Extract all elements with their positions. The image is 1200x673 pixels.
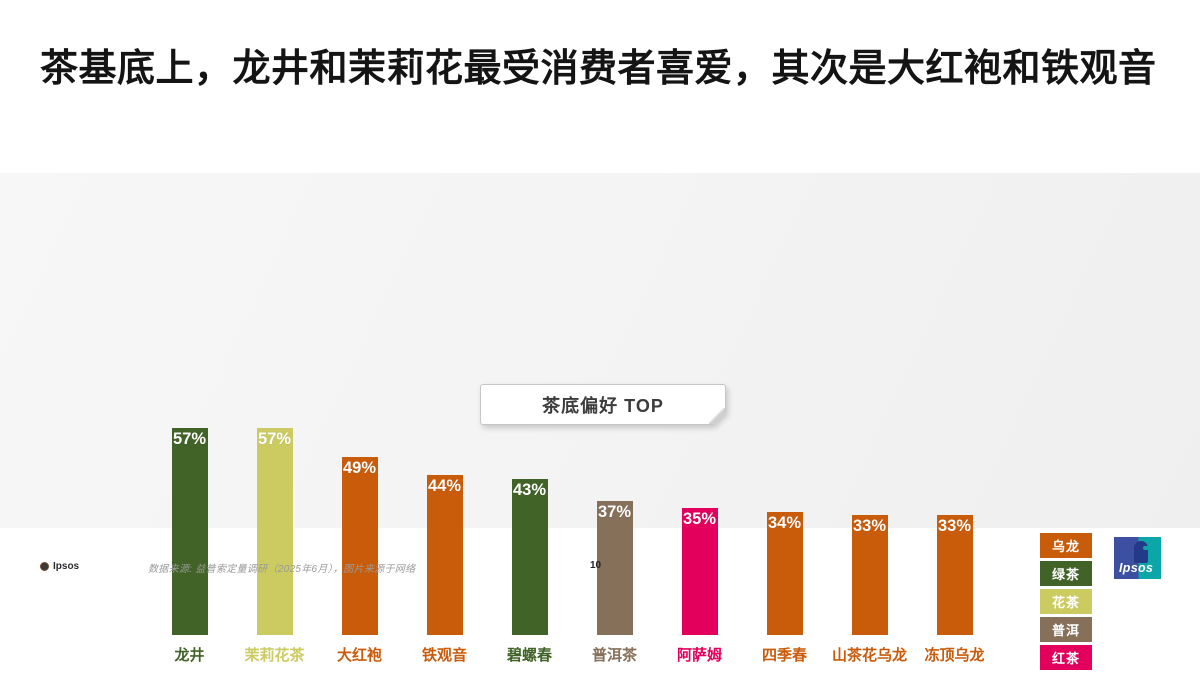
bar-value-label: 57% xyxy=(172,430,207,448)
legend-item-4: 普洱 xyxy=(1040,617,1092,642)
bar: 35% xyxy=(681,508,718,635)
bar-value-label: 43% xyxy=(512,481,547,499)
bar-chart: 57% 龙井 57% 茉莉花茶 49% 大红袍 44% 铁观音 43% 碧螺春 37% 普洱茶 35% 阿… xyxy=(147,428,997,665)
page-title: 茶基底上，龙井和茉莉花最受消费者喜爱，其次是大红袍和铁观音 xyxy=(40,48,1157,90)
bar-column-4: 44% 铁观音 xyxy=(402,428,487,665)
bar-category-label: 山茶花乌龙 xyxy=(831,647,907,664)
footer-brand-label: Ipsos xyxy=(53,561,80,572)
bar-area: 44% xyxy=(426,428,463,635)
bar-category-label: 冻顶乌龙 xyxy=(924,647,985,664)
ipsos-mini-icon xyxy=(40,562,49,571)
bar-category-label: 铁观音 xyxy=(421,647,467,664)
bar: 33% xyxy=(936,515,973,635)
bar-category-label: 普洱茶 xyxy=(591,647,637,664)
bar-value-label: 37% xyxy=(597,503,632,521)
bar-column-8: 34% 四季春 xyxy=(742,428,827,665)
bar: 57% xyxy=(171,428,208,635)
legend-item-1: 乌龙 xyxy=(1040,533,1092,558)
bar: 34% xyxy=(766,512,803,635)
bar-area: 43% xyxy=(511,428,548,635)
bar-value-label: 35% xyxy=(682,510,717,528)
bar-area: 57% xyxy=(256,428,293,635)
bar-value-label: 44% xyxy=(427,477,462,495)
bar-column-3: 49% 大红袍 xyxy=(317,428,402,665)
ipsos-profile-icon xyxy=(1134,541,1148,563)
footer-brand: Ipsos xyxy=(40,561,79,572)
bar-value-label: 33% xyxy=(937,517,972,535)
badge-fold-corner-decoration xyxy=(709,408,725,424)
chart-title-badge: 茶底偏好 TOP xyxy=(480,384,726,425)
bar-area: 49% xyxy=(341,428,378,635)
bar-column-6: 37% 普洱茶 xyxy=(572,428,657,665)
bar-category-label: 茉莉花茶 xyxy=(244,647,305,664)
ipsos-profile-icon-detail xyxy=(1143,546,1149,550)
slide: { "slide": { "title": "茶基底上，龙井和茉莉花最受消费者喜… xyxy=(0,48,1200,670)
bar-column-9: 33% 山茶花乌龙 xyxy=(827,428,912,665)
legend-item-5: 红茶 xyxy=(1040,645,1092,670)
bar: 37% xyxy=(596,501,633,635)
bar-area: 35% xyxy=(681,428,718,635)
chart-legend: 乌龙绿茶花茶普洱红茶 xyxy=(1040,533,1092,673)
bar-value-label: 49% xyxy=(342,459,377,477)
source-note: 数据来源: 益普索定量调研（2025年6月），图片来源于网络 xyxy=(148,564,416,575)
bar-category-label: 碧螺春 xyxy=(506,647,552,664)
bar-column-10: 33% 冻顶乌龙 xyxy=(912,428,997,665)
bar-area: 57% xyxy=(171,428,208,635)
bar-category-label: 阿萨姆 xyxy=(676,647,722,664)
page-number: 10 xyxy=(590,560,602,571)
bar-column-5: 43% 碧螺春 xyxy=(487,428,572,665)
bar-area: 34% xyxy=(766,428,803,635)
bar: 57% xyxy=(256,428,293,635)
ipsos-logo: Ipsos xyxy=(1114,537,1161,579)
ipsos-logo-text: Ipsos xyxy=(1119,561,1154,575)
bar-category-label: 龙井 xyxy=(174,647,205,664)
bar: 43% xyxy=(511,479,548,635)
bar-column-1: 57% 龙井 xyxy=(147,428,232,665)
bar-value-label: 33% xyxy=(852,517,887,535)
bar-area: 33% xyxy=(851,428,888,635)
bar-category-label: 大红袍 xyxy=(336,647,382,664)
bar-area: 33% xyxy=(936,428,973,635)
bar-value-label: 34% xyxy=(767,514,802,532)
bar-column-2: 57% 茉莉花茶 xyxy=(232,428,317,665)
chart-panel: 茶底偏好 TOP 57% 龙井 57% 茉莉花茶 49% 大红袍 44% 铁观音 43% 碧螺春 3… xyxy=(0,173,1200,670)
bar: 49% xyxy=(341,457,378,635)
bar-area: 37% xyxy=(596,428,633,635)
legend-item-2: 绿茶 xyxy=(1040,561,1092,586)
bar-value-label: 57% xyxy=(257,430,292,448)
bar-category-label: 四季春 xyxy=(761,647,807,664)
legend-item-3: 花茶 xyxy=(1040,589,1092,614)
bar: 44% xyxy=(426,475,463,635)
chart-title-badge-wrap: 茶底偏好 TOP xyxy=(480,384,726,425)
chart-title: 茶底偏好 TOP xyxy=(542,395,664,416)
bar-column-7: 35% 阿萨姆 xyxy=(657,428,742,665)
bar: 33% xyxy=(851,515,888,635)
